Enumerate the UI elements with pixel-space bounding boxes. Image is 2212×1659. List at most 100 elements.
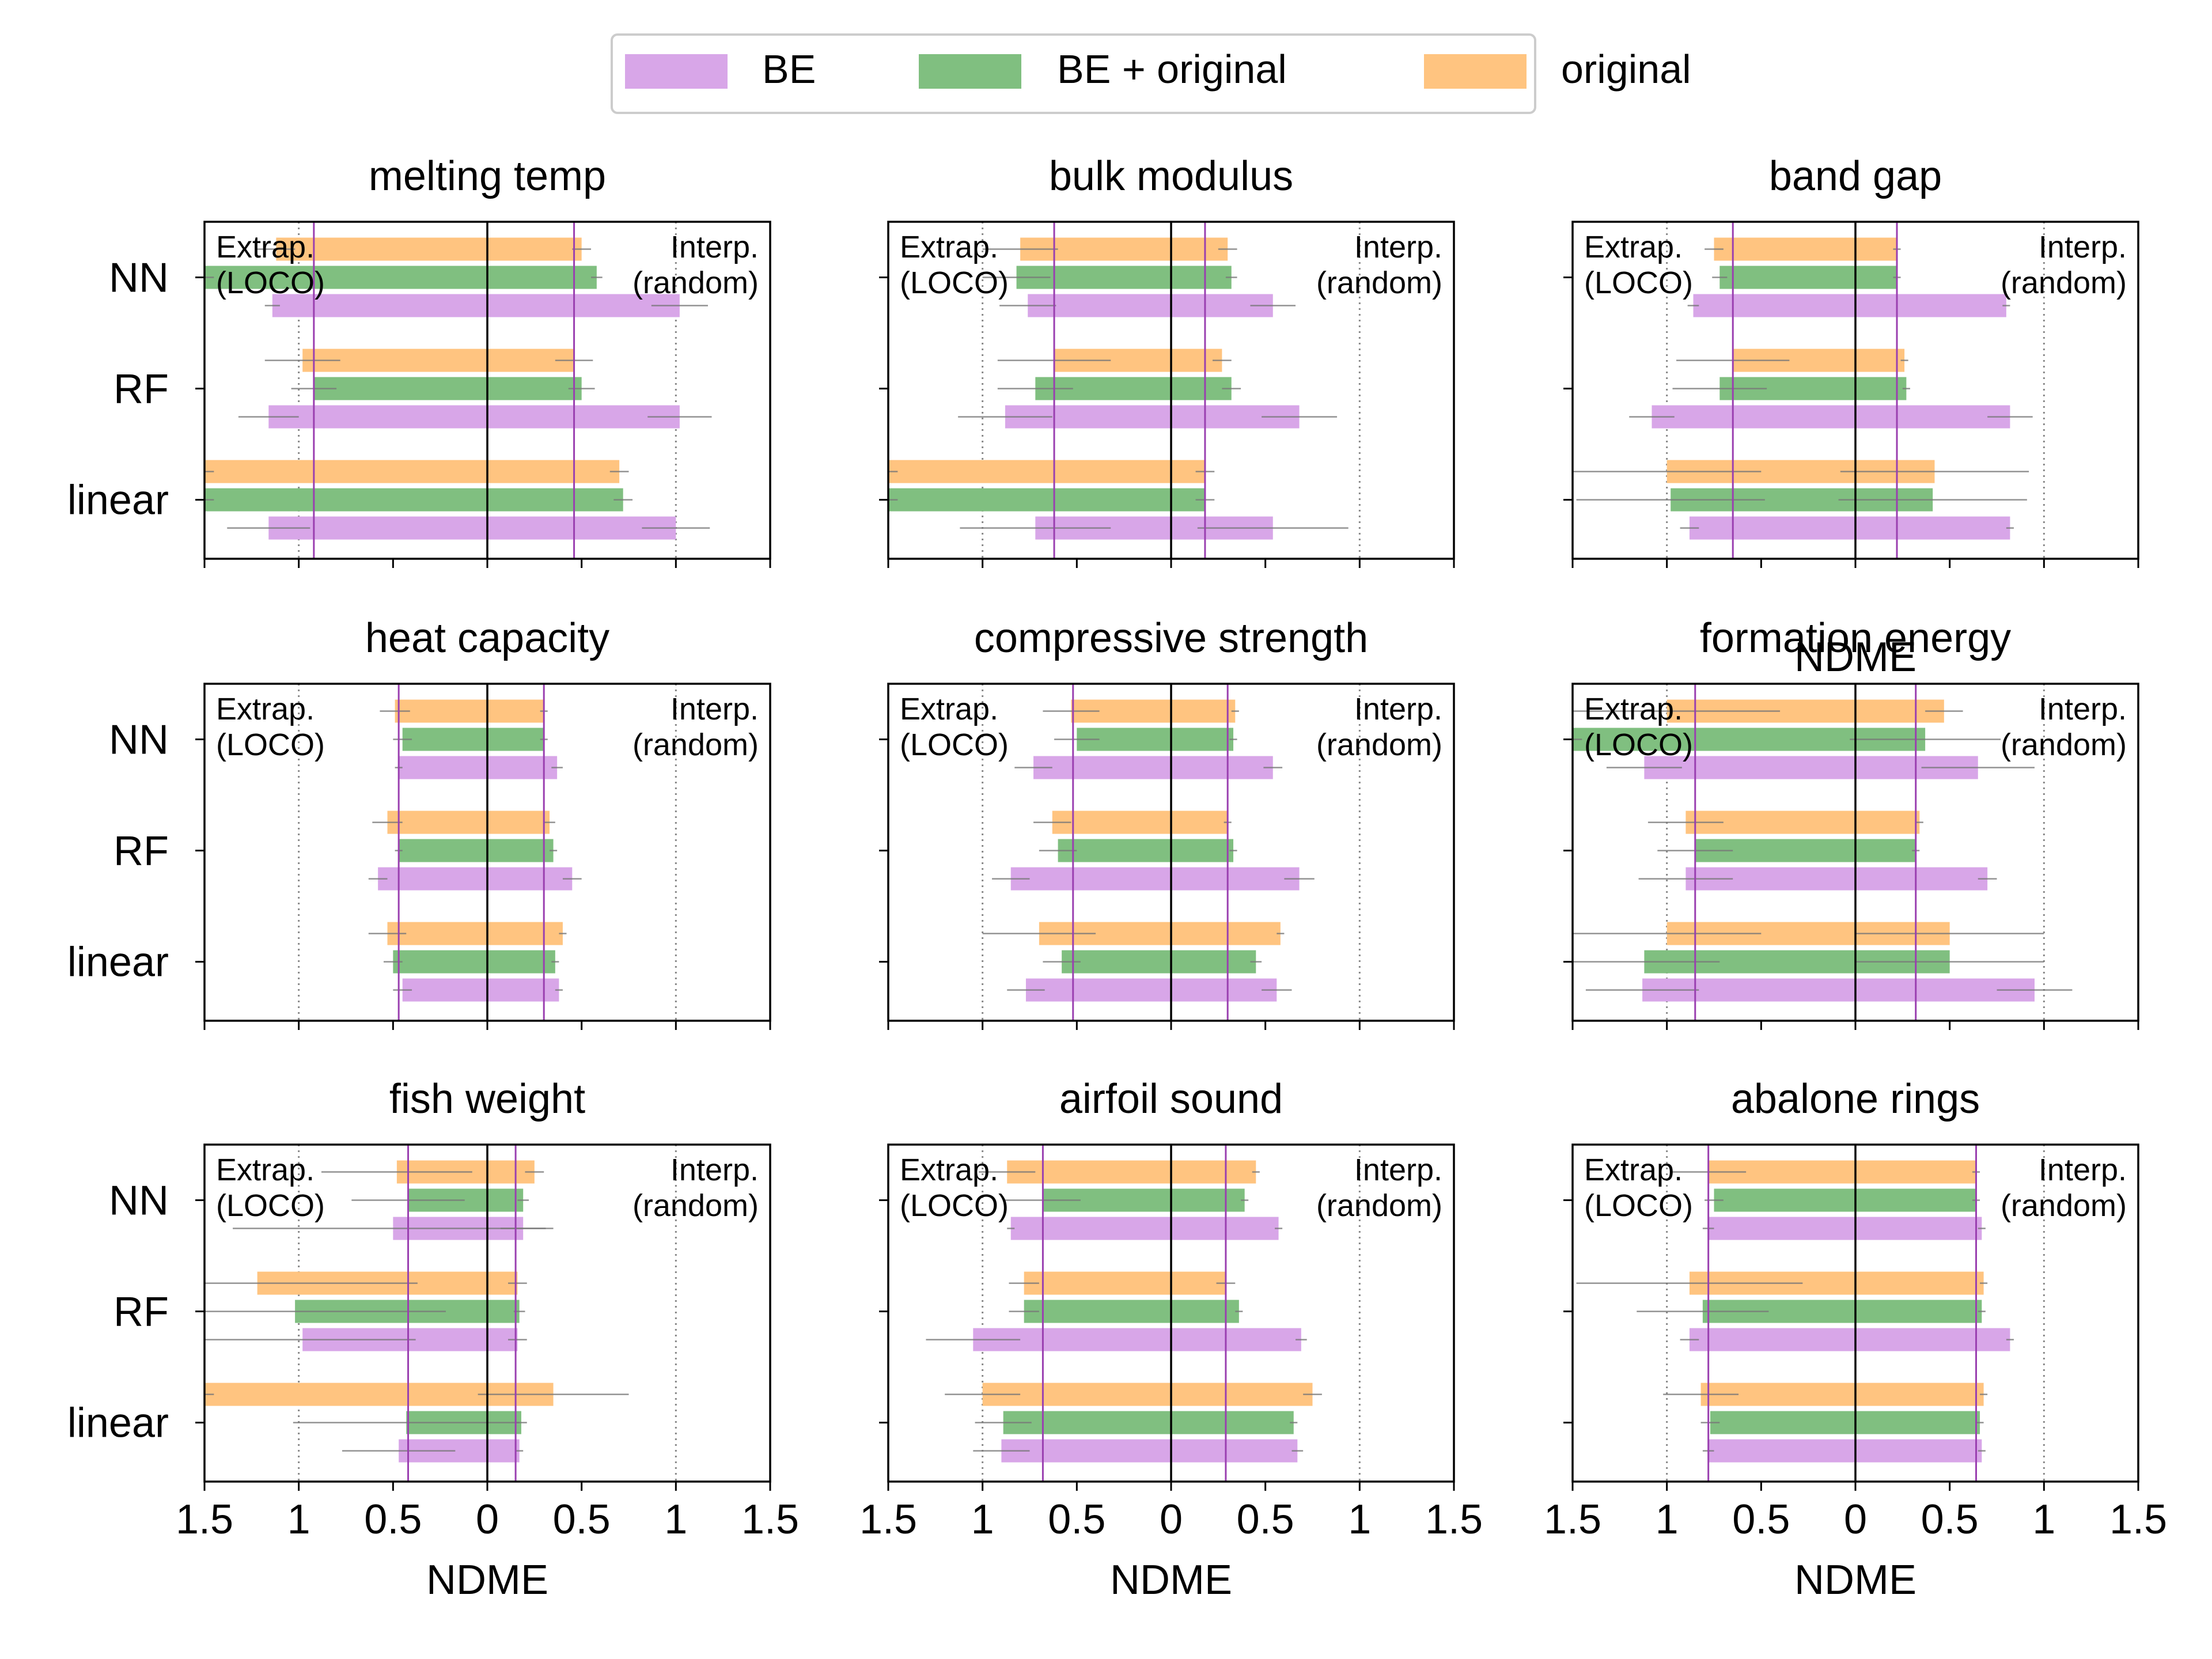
bar-beo-rf-extrap	[313, 377, 487, 400]
plot-area	[1573, 699, 2073, 1002]
panel-abalone-rings: abalone rings Extrap.(LOCO) Interp.(random…	[1544, 1076, 2167, 1603]
legend-label-be-original: BE + original	[1057, 47, 1287, 92]
bar-be-linear-interp	[1855, 1439, 1982, 1463]
x-tick-label: 0.5	[1048, 1497, 1105, 1543]
bar-beo-nn-extrap	[204, 266, 487, 289]
panel-title: formation energy	[1700, 615, 2011, 661]
x-axis-label: NDME	[1794, 634, 1916, 680]
bar-orig-rf-interp	[487, 810, 550, 834]
bar-orig-rf-interp	[1855, 1271, 1984, 1295]
bar-be-rf-extrap	[378, 867, 487, 891]
annotation-random: (random)	[1316, 1188, 1442, 1223]
plot-area	[204, 1160, 629, 1463]
x-tick-label: 1	[287, 1497, 310, 1543]
x-tick-label: 0.5	[1921, 1497, 1979, 1543]
x-tick-label: 1	[2032, 1497, 2055, 1543]
bar-beo-rf-interp	[1855, 839, 1916, 862]
annotation-interp: Interp.	[671, 692, 759, 726]
x-tick-label: 1.5	[2109, 1497, 2167, 1543]
bar-orig-linear-interp	[1855, 1382, 1984, 1406]
bar-be-nn-interp	[487, 756, 558, 779]
annotation-random: (random)	[2001, 1188, 2127, 1223]
x-axis-label: NDME	[1794, 1557, 1916, 1603]
annotation-extrap: Extrap.	[900, 692, 998, 726]
bar-orig-nn-interp	[1171, 699, 1236, 723]
annotation-extrap: Extrap.	[1584, 1153, 1683, 1187]
annotation-loco: (LOCO)	[900, 266, 1009, 300]
annotation-loco: (LOCO)	[900, 1188, 1009, 1223]
bar-beo-nn-extrap	[1714, 1188, 1855, 1212]
plot-area	[204, 237, 712, 540]
y-tick-label-nn: NN	[109, 717, 169, 763]
bar-beo-nn-interp	[1855, 1188, 1976, 1212]
bar-orig-nn-interp	[1855, 237, 1897, 261]
bar-beo-nn-interp	[1855, 266, 1897, 289]
bar-beo-linear-interp	[1855, 1411, 1980, 1434]
y-tick-label-rf: RF	[113, 828, 169, 874]
bar-beo-linear-extrap	[888, 488, 1171, 512]
plot-area	[926, 1160, 1322, 1463]
bar-beo-rf-extrap	[399, 839, 487, 862]
x-tick-label: 0	[1844, 1497, 1867, 1543]
bar-beo-linear-interp	[1171, 1411, 1294, 1434]
annotation-extrap: Extrap.	[216, 692, 315, 726]
x-tick-label: 1.5	[176, 1497, 233, 1543]
legend-frame	[611, 33, 1536, 114]
bar-be-rf-interp	[1855, 867, 1988, 891]
bar-be-rf-extrap	[1652, 405, 1855, 429]
bar-be-nn-extrap	[1693, 294, 1855, 317]
x-tick-label: 1.5	[1425, 1497, 1483, 1543]
y-tick-label-rf: RF	[113, 366, 169, 412]
bar-orig-nn-interp	[487, 699, 544, 723]
bar-beo-linear-interp	[487, 488, 623, 512]
annotation-random: (random)	[2001, 266, 2127, 300]
bar-beo-linear-extrap	[204, 488, 487, 512]
bar-be-rf-extrap	[268, 405, 487, 429]
bar-beo-nn-extrap	[402, 728, 487, 751]
annotation-extrap: Extrap.	[1584, 692, 1683, 726]
bar-orig-rf-interp	[1171, 810, 1228, 834]
panel-airfoil-sound: airfoil sound Extrap.(LOCO) Interp.(random…	[859, 1076, 1483, 1603]
bar-orig-rf-extrap	[387, 810, 487, 834]
x-tick-label: 0.5	[1237, 1497, 1294, 1543]
panel-formation-energy: formation energy Extrap.(LOCO) Interp.(ran…	[1563, 615, 2139, 1030]
bar-orig-linear-interp	[487, 460, 620, 483]
bar-be-rf-interp	[1855, 405, 2010, 429]
x-tick-label: 0.5	[364, 1497, 422, 1543]
bar-be-linear-extrap	[402, 978, 487, 1002]
panel-title: bulk modulus	[1049, 153, 1293, 199]
legend: BE BE + original original	[611, 33, 1691, 114]
y-tick-label-linear: linear	[67, 478, 169, 524]
panel-title: band gap	[1769, 153, 1942, 199]
bar-beo-nn-interp	[487, 266, 597, 289]
annotation-interp: Interp.	[671, 1153, 759, 1187]
bar-orig-nn-extrap	[1714, 237, 1855, 261]
bar-beo-rf-interp	[1855, 1300, 1982, 1323]
x-tick-label: 1	[1656, 1497, 1679, 1543]
bar-be-rf-interp	[1855, 1328, 2010, 1351]
bar-orig-linear-extrap	[204, 1382, 487, 1406]
bar-beo-nn-extrap	[1573, 728, 1855, 751]
y-tick-label-rf: RF	[113, 1289, 169, 1335]
bar-be-linear-extrap	[1689, 516, 1855, 540]
bar-be-nn-extrap	[1010, 1217, 1171, 1240]
x-tick-label: 0.5	[1732, 1497, 1790, 1543]
bar-be-linear-interp	[1171, 978, 1277, 1002]
panel-melting-temp: melting temp Extrap.(LOCO) Interp.(random)…	[67, 153, 771, 568]
panel-title: melting temp	[369, 153, 606, 199]
x-tick-label: 1	[1348, 1497, 1371, 1543]
bar-orig-linear-interp	[1171, 922, 1281, 945]
bar-be-rf-extrap	[1010, 867, 1171, 891]
bar-be-rf-interp	[487, 867, 573, 891]
panel-band-gap: band gap Extrap.(LOCO) Interp.(random) NDME	[1563, 153, 2139, 680]
annotation-loco: (LOCO)	[216, 1188, 325, 1223]
bar-be-nn-interp	[1171, 1217, 1279, 1240]
annotation-loco: (LOCO)	[216, 266, 325, 300]
legend-label-be: BE	[762, 47, 816, 92]
bar-orig-nn-interp	[487, 237, 582, 261]
bar-beo-rf-interp	[1171, 377, 1232, 400]
bar-orig-nn-interp	[1855, 1160, 1976, 1184]
bar-be-rf-extrap	[1689, 1328, 1855, 1351]
annotation-loco: (LOCO)	[1584, 1188, 1693, 1223]
plot-area	[982, 699, 1315, 1002]
